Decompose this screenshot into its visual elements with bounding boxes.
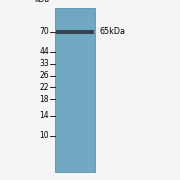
Text: 33: 33: [39, 60, 49, 69]
Text: 70: 70: [39, 28, 49, 37]
Text: 18: 18: [39, 94, 49, 103]
Text: 44: 44: [39, 48, 49, 57]
Text: kDa: kDa: [34, 0, 49, 4]
Text: 65kDa: 65kDa: [100, 28, 126, 37]
Text: 10: 10: [39, 132, 49, 141]
Text: 22: 22: [39, 82, 49, 91]
Bar: [55, 8, 95, 172]
Text: 26: 26: [39, 71, 49, 80]
Text: 14: 14: [39, 111, 49, 120]
Bar: [56, 30, 94, 34]
